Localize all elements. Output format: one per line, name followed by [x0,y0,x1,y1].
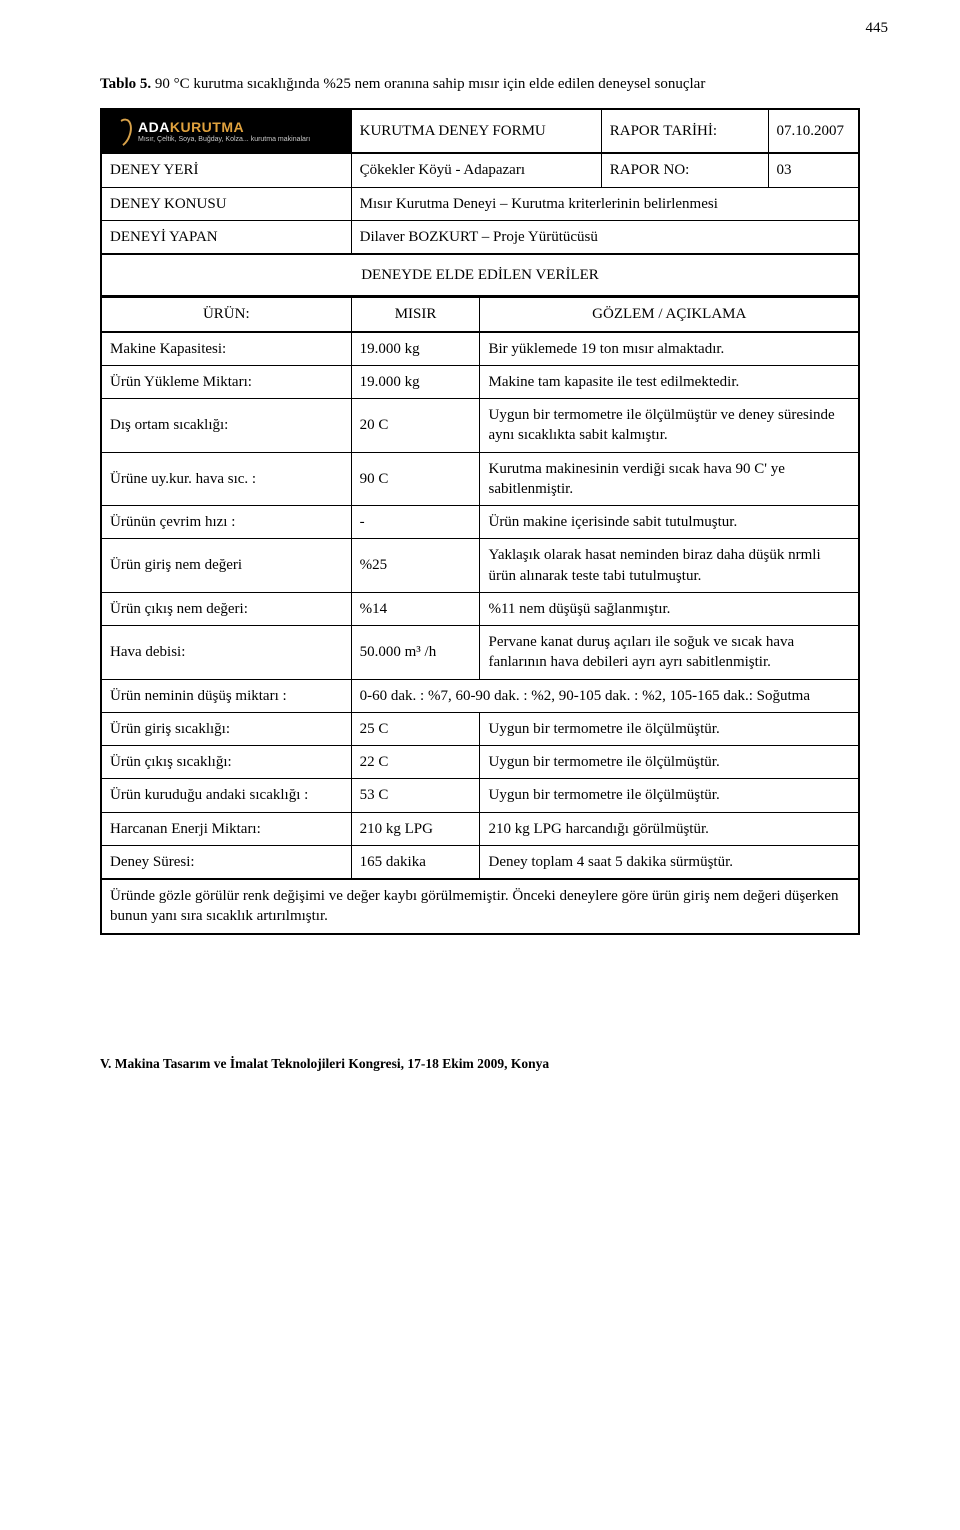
data-row-desc: Makine tam kapasite ile test edilmektedi… [480,365,859,398]
table-caption: Tablo 5. 90 °C kurutma sıcaklığında %25 … [100,74,860,94]
experiment-form-table: ADAKURUTMA Mısır, Çeltik, Soya, Buğday, … [100,108,860,297]
data-row: Ürün giriş nem değeri%25Yaklaşık olarak … [101,539,859,593]
bottom-note-row: Üründe gözle görülür renk değişimi ve de… [101,879,859,934]
bottom-note: Üründe gözle görülür renk değişimi ve de… [101,879,859,934]
data-row-desc: 210 kg LPG harcandığı görülmüştür. [480,812,859,845]
data-row: Ürün çıkış nem değeri:%14%11 nem düşüşü … [101,592,859,625]
col-urun-key: ÜRÜN: [101,298,351,332]
data-row-key: Ürün çıkış sıcaklığı: [101,746,351,779]
data-row-value: 53 C [351,779,480,812]
data-row-desc: Uygun bir termometre ile ölçülmüştür. [480,779,859,812]
deney-konusu-val: Mısır Kurutma Deneyi – Kurutma kriterler… [351,187,859,220]
deney-yeri-val: Çökekler Köyü - Adapazarı [351,153,601,187]
col-urun-val: MISIR [351,298,480,332]
data-row-key: Ürüne uy.kur. hava sıc. : [101,452,351,506]
rapor-tarihi-key: RAPOR TARİHİ: [601,109,768,153]
data-row-key: Hava debisi: [101,626,351,680]
data-row-value: 19.000 kg [351,332,480,366]
caption-text: 90 °C kurutma sıcaklığında %25 nem oranı… [151,76,705,92]
deney-yeri-row: DENEY YERİ Çökekler Köyü - Adapazarı RAP… [101,153,859,187]
data-row-key: Deney Süresi: [101,845,351,879]
deney-konusu-row: DENEY KONUSU Mısır Kurutma Deneyi – Kuru… [101,187,859,220]
deney-konusu-key: DENEY KONUSU [101,187,351,220]
rapor-no-key: RAPOR NO: [601,153,768,187]
data-section-table: ÜRÜN: MISIR GÖZLEM / AÇIKLAMA Makine Kap… [100,297,860,934]
rapor-tarihi-val: 07.10.2007 [768,109,859,153]
data-row-desc: Kurutma makinesinin verdiği sıcak hava 9… [480,452,859,506]
data-rows: Makine Kapasitesi:19.000 kgBir yüklemede… [101,332,859,880]
logo-brand-b: KURUTMA [170,119,244,135]
data-row-key: Dış ortam sıcaklığı: [101,399,351,453]
rapor-no-val: 03 [768,153,859,187]
col-gozlem: GÖZLEM / AÇIKLAMA [480,298,859,332]
data-row-desc: %11 nem düşüşü sağlanmıştır. [480,592,859,625]
logo-cell: ADAKURUTMA Mısır, Çeltik, Soya, Buğday, … [101,109,351,153]
data-row-value: 25 C [351,712,480,745]
data-row-key: Ürün giriş sıcaklığı: [101,712,351,745]
data-row-key: Ürünün çevrim hızı : [101,506,351,539]
data-row-value: %25 [351,539,480,593]
logo-subtitle: Mısır, Çeltik, Soya, Buğday, Kolza... ku… [138,136,310,143]
page-number: 445 [866,18,889,38]
data-row-key: Ürün Yükleme Miktarı: [101,365,351,398]
data-row: Dış ortam sıcaklığı:20 CUygun bir termom… [101,399,859,453]
data-row-key: Ürün kuruduğu andaki sıcaklığı : [101,779,351,812]
data-row-value: 19.000 kg [351,365,480,398]
data-row: Makine Kapasitesi:19.000 kgBir yüklemede… [101,332,859,366]
logo-brand: ADAKURUTMA [138,120,310,134]
logo-icon [110,116,132,146]
data-row-value: - [351,506,480,539]
data-row: Deney Süresi:165 dakikaDeney toplam 4 sa… [101,845,859,879]
data-row-desc: 0-60 dak. : %7, 60-90 dak. : %2, 90-105 … [351,679,859,712]
page-footer: V. Makina Tasarım ve İmalat Teknolojiler… [100,1055,860,1073]
data-row-desc: Uygun bir termometre ile ölçülmüştür. [480,746,859,779]
data-row-value: 165 dakika [351,845,480,879]
form-title: KURUTMA DENEY FORMU [351,109,601,153]
data-row-value: 210 kg LPG [351,812,480,845]
data-row-desc: Deney toplam 4 saat 5 dakika sürmüştür. [480,845,859,879]
data-row-key: Ürün neminin düşüş miktarı : [101,679,351,712]
data-row: Ürün giriş sıcaklığı:25 CUygun bir termo… [101,712,859,745]
data-row-desc: Ürün makine içerisinde sabit tutulmuştur… [480,506,859,539]
data-row-desc: Uygun bir termometre ile ölçülmüştür ve … [480,399,859,453]
logo-text: ADAKURUTMA Mısır, Çeltik, Soya, Buğday, … [138,120,310,143]
data-row-key: Makine Kapasitesi: [101,332,351,366]
data-row-key: Harcanan Enerji Miktarı: [101,812,351,845]
data-row-value: 20 C [351,399,480,453]
data-row-desc: Bir yüklemede 19 ton mısır almaktadır. [480,332,859,366]
deneyi-yapan-key: DENEYİ YAPAN [101,220,351,254]
data-row: Ürün Yükleme Miktarı:19.000 kgMakine tam… [101,365,859,398]
deneyi-yapan-row: DENEYİ YAPAN Dilaver BOZKURT – Proje Yür… [101,220,859,254]
data-row: Ürün neminin düşüş miktarı :0-60 dak. : … [101,679,859,712]
logo: ADAKURUTMA Mısır, Çeltik, Soya, Buğday, … [110,116,343,146]
caption-label: Tablo 5. [100,76,151,92]
header-row: ADAKURUTMA Mısır, Çeltik, Soya, Buğday, … [101,109,859,153]
data-row: Ürünün çevrim hızı :-Ürün makine içerisi… [101,506,859,539]
data-row-value: 90 C [351,452,480,506]
data-row: Harcanan Enerji Miktarı:210 kg LPG210 kg… [101,812,859,845]
page: 445 Tablo 5. 90 °C kurutma sıcaklığında … [0,0,960,1133]
data-row-desc: Uygun bir termometre ile ölçülmüştür. [480,712,859,745]
data-row-value: 22 C [351,746,480,779]
data-row-desc: Yaklaşık olarak hasat neminden biraz dah… [480,539,859,593]
data-row: Hava debisi:50.000 m³ /hPervane kanat du… [101,626,859,680]
deneyi-yapan-val: Dilaver BOZKURT – Proje Yürütücüsü [351,220,859,254]
data-row-key: Ürün giriş nem değeri [101,539,351,593]
section-title-row: DENEYDE ELDE EDİLEN VERİLER [101,254,859,296]
data-row-key: Ürün çıkış nem değeri: [101,592,351,625]
section-title: DENEYDE ELDE EDİLEN VERİLER [101,254,859,296]
data-row: Ürüne uy.kur. hava sıc. :90 CKurutma mak… [101,452,859,506]
data-row-desc: Pervane kanat duruş açıları ile soğuk ve… [480,626,859,680]
data-row-value: 50.000 m³ /h [351,626,480,680]
logo-brand-a: ADA [138,119,170,135]
data-row-value: %14 [351,592,480,625]
deney-yeri-key: DENEY YERİ [101,153,351,187]
data-row: Ürün çıkış sıcaklığı:22 CUygun bir termo… [101,746,859,779]
data-header-row: ÜRÜN: MISIR GÖZLEM / AÇIKLAMA [101,298,859,332]
data-row: Ürün kuruduğu andaki sıcaklığı :53 CUygu… [101,779,859,812]
